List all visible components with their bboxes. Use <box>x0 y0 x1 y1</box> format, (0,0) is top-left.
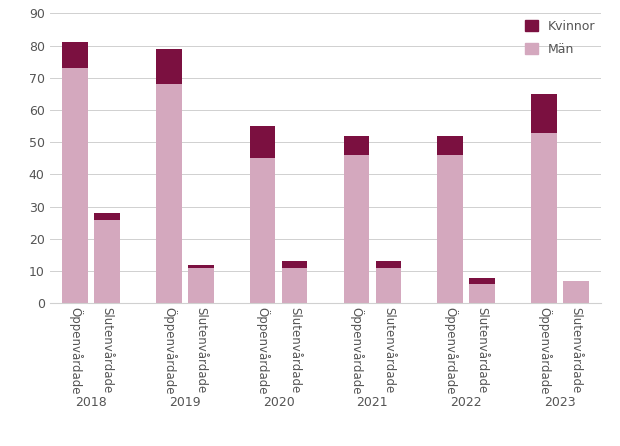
Bar <box>250 158 275 303</box>
Bar <box>63 68 88 303</box>
Bar <box>94 213 120 219</box>
Bar <box>282 261 308 268</box>
Bar <box>376 261 401 268</box>
Text: 2021: 2021 <box>356 396 388 409</box>
Bar <box>156 49 182 84</box>
Bar <box>156 84 182 303</box>
Bar <box>94 219 120 303</box>
Bar <box>469 284 495 303</box>
Text: 2019: 2019 <box>169 396 201 409</box>
Text: 2023: 2023 <box>544 396 575 409</box>
Text: 2018: 2018 <box>75 396 107 409</box>
Text: 2020: 2020 <box>263 396 294 409</box>
Bar <box>376 268 401 303</box>
Bar <box>469 277 495 284</box>
Bar <box>343 155 369 303</box>
Bar <box>531 94 557 132</box>
Bar <box>563 281 588 303</box>
Bar <box>250 126 275 158</box>
Bar <box>437 155 463 303</box>
Bar <box>531 132 557 303</box>
Bar <box>63 42 88 68</box>
Text: 2022: 2022 <box>450 396 482 409</box>
Bar <box>188 268 214 303</box>
Bar <box>188 264 214 268</box>
Bar <box>343 136 369 155</box>
Bar <box>437 136 463 155</box>
Bar <box>282 268 308 303</box>
Legend: Kvinnor, Män: Kvinnor, Män <box>525 20 595 56</box>
